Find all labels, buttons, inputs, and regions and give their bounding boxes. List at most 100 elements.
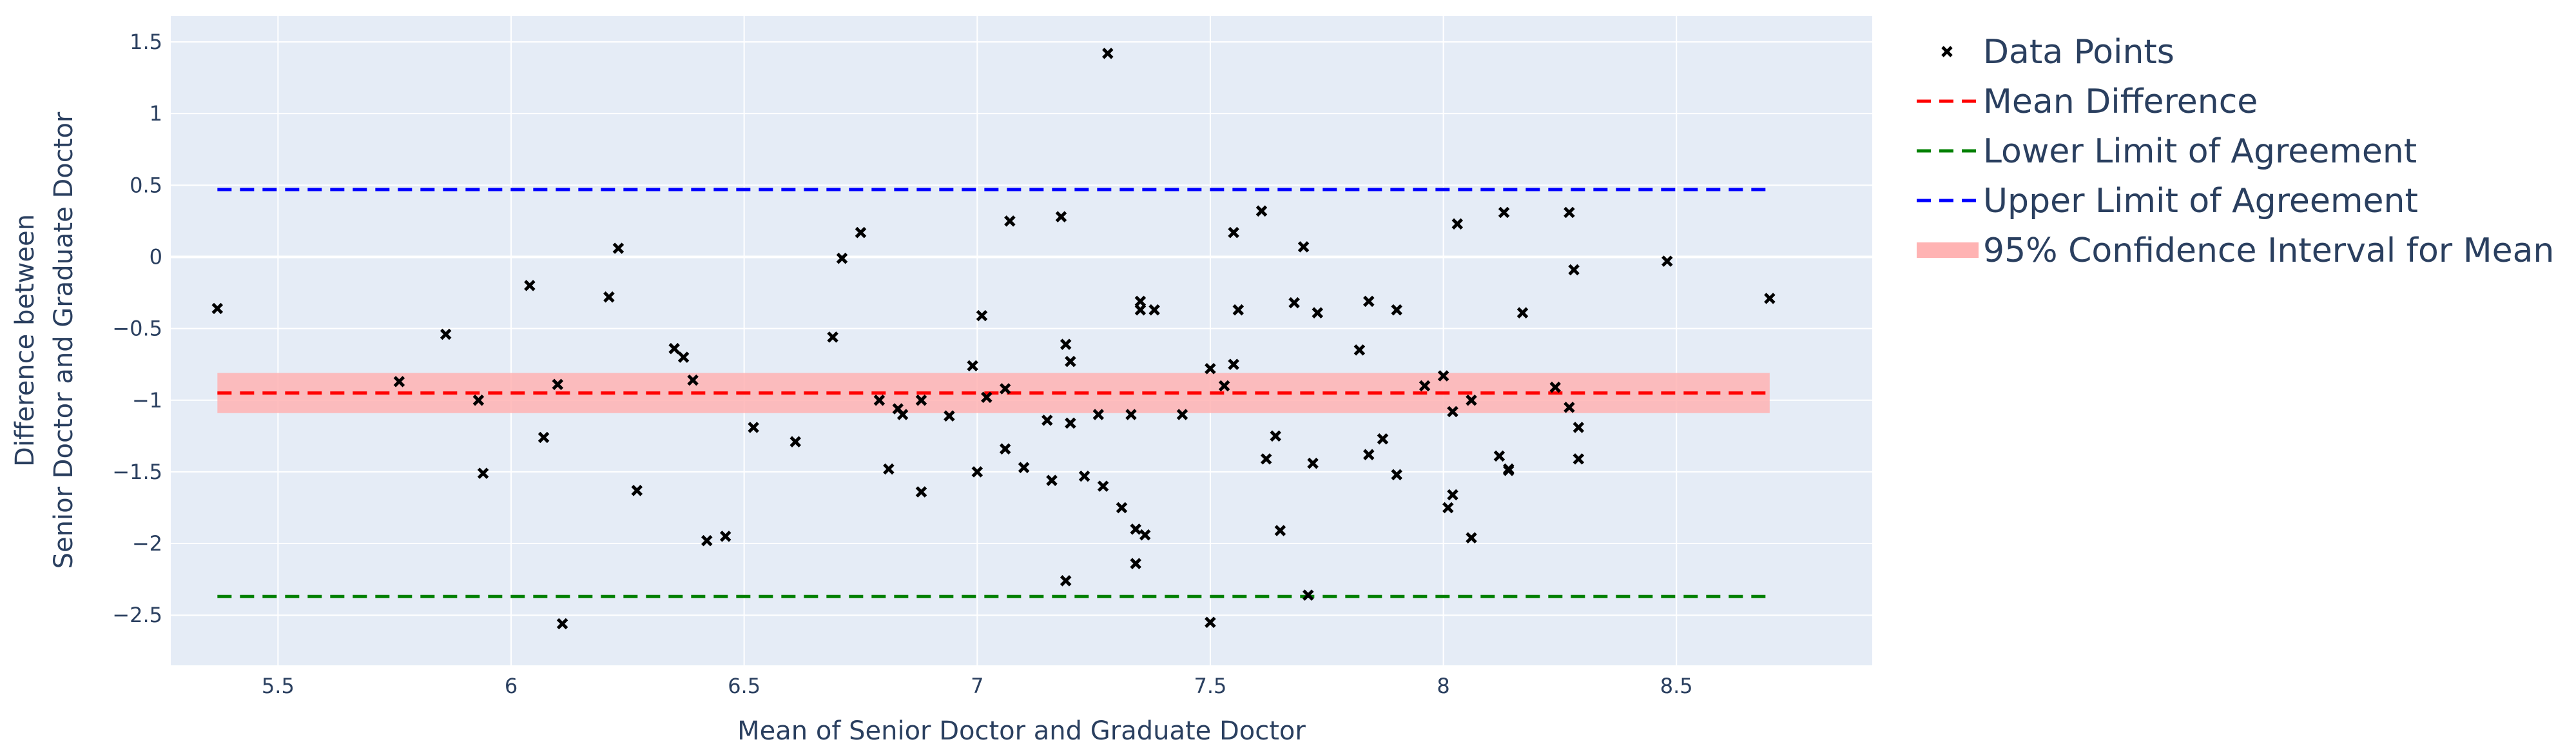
data-point	[1447, 489, 1458, 501]
data-point	[971, 466, 983, 478]
data-point	[677, 351, 690, 363]
data-point	[1205, 616, 1216, 629]
data-point	[1176, 409, 1188, 420]
legend-item-lower-limit[interactable]: Lower Limit of Agreement	[1917, 132, 2417, 171]
data-point	[1102, 48, 1114, 59]
data-point	[789, 436, 801, 447]
x-axis-title: Mean of Senior Doctor and Graduate Docto…	[737, 716, 1306, 746]
legend-item-upper-limit[interactable]: Upper Limit of Agreement	[1917, 182, 2418, 220]
data-point	[967, 360, 978, 372]
x-axis-ticks: 5.5 6 6.5 7 7.5 8 8.5	[262, 674, 1693, 698]
data-point	[1307, 457, 1319, 469]
legend-label-lower-limit: Lower Limit of Agreement	[1983, 132, 2417, 171]
data-point	[1573, 422, 1585, 433]
data-point	[1549, 381, 1561, 393]
data-point	[1391, 304, 1402, 316]
data-point	[1097, 480, 1109, 492]
data-point	[1764, 293, 1776, 304]
y-axis-title-line-1: Difference between	[10, 214, 40, 467]
legend-label-mean-difference: Mean Difference	[1983, 83, 2258, 121]
data-point	[1116, 502, 1128, 514]
x-tick-label: 5.5	[262, 674, 295, 698]
data-point	[631, 485, 643, 496]
data-point	[701, 534, 713, 547]
data-point	[1564, 206, 1575, 219]
data-point	[1493, 450, 1506, 462]
data-point	[719, 531, 731, 542]
data-point	[1303, 589, 1314, 601]
legend-item-data-points[interactable]: Data Points	[1941, 33, 2174, 72]
data-point	[393, 376, 405, 387]
y-tick-label: 0.5	[130, 173, 162, 197]
data-point	[1134, 304, 1147, 316]
y-tick-label: −2.5	[112, 603, 162, 627]
data-point	[1447, 406, 1458, 418]
legend-label-data-points: Data Points	[1983, 33, 2174, 72]
x-tick-label: 8.5	[1660, 674, 1693, 698]
y-tick-label: 1.5	[130, 30, 162, 54]
x-tick-label: 7.5	[1194, 674, 1226, 698]
data-point	[827, 331, 838, 343]
data-point	[1060, 338, 1072, 350]
data-point	[1065, 417, 1076, 429]
data-point	[1232, 304, 1244, 316]
data-point	[944, 410, 955, 422]
data-point	[855, 226, 867, 239]
data-point	[603, 291, 615, 303]
data-point	[1437, 370, 1449, 382]
data-point	[1391, 469, 1402, 481]
plot-area	[171, 16, 1872, 665]
data-point	[1205, 363, 1216, 375]
y-tick-label: 0	[150, 244, 162, 269]
data-point	[1139, 529, 1151, 541]
y-tick-label: −2	[132, 531, 162, 556]
data-point	[915, 486, 927, 498]
data-point	[472, 395, 485, 406]
data-point	[896, 409, 909, 420]
data-point	[1060, 575, 1072, 587]
data-point	[1312, 307, 1324, 318]
data-point	[1363, 449, 1375, 460]
data-point	[1228, 358, 1239, 370]
y-tick-label: −1.5	[112, 460, 162, 484]
data-point	[524, 280, 536, 291]
data-point	[1055, 211, 1067, 222]
data-point	[1130, 523, 1141, 535]
data-point	[873, 395, 886, 406]
data-point	[748, 422, 759, 433]
data-point	[1255, 205, 1268, 217]
data-point	[1451, 218, 1464, 230]
data-point	[1270, 430, 1281, 442]
legend-item-mean-difference[interactable]: Mean Difference	[1917, 83, 2258, 121]
data-point	[1218, 380, 1230, 392]
data-point	[1503, 463, 1515, 475]
pink-band-icon	[1917, 242, 1979, 258]
legend-item-confidence-interval[interactable]: 95% Confidence Interval for Mean	[1917, 231, 2554, 270]
data-point	[1466, 395, 1477, 406]
data-point	[1516, 307, 1529, 318]
legend: Data Points Mean Difference Lower Limit …	[1917, 33, 2554, 270]
data-point	[1353, 344, 1366, 356]
data-point	[1564, 402, 1575, 413]
data-point	[1228, 226, 1239, 239]
data-point	[1363, 295, 1375, 308]
data-point	[999, 383, 1011, 395]
x-tick-label: 6.5	[728, 674, 760, 698]
data-point	[687, 374, 699, 386]
data-point	[1130, 558, 1141, 569]
data-point	[1078, 470, 1090, 482]
data-point	[1004, 215, 1016, 227]
data-point	[915, 395, 927, 406]
data-point	[477, 467, 489, 479]
data-points-layer	[211, 48, 1776, 630]
y-tick-label: 1	[150, 101, 162, 126]
x-tick-label: 6	[505, 674, 518, 698]
data-point	[1274, 525, 1286, 536]
data-point	[211, 302, 224, 315]
data-point	[1377, 433, 1389, 445]
data-point	[1041, 415, 1053, 426]
data-point	[1419, 380, 1431, 392]
data-point	[552, 378, 564, 391]
data-point	[1442, 502, 1454, 514]
